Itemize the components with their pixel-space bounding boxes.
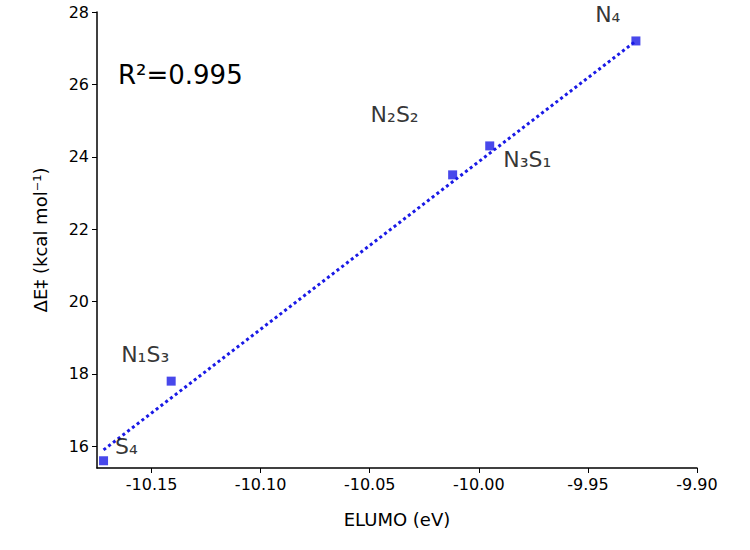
svg-text:R²=0.995: R²=0.995 [118, 60, 243, 90]
svg-text:ΔE‡ (kcal mol⁻¹): ΔE‡ (kcal mol⁻¹) [30, 168, 51, 313]
svg-text:-10.15: -10.15 [126, 475, 178, 494]
svg-text:N₁S₃: N₁S₃ [121, 342, 169, 367]
svg-text:24: 24 [69, 147, 89, 166]
svg-text:26: 26 [69, 75, 89, 94]
svg-text:-9.90: -9.90 [676, 475, 717, 494]
svg-text:N₃S₁: N₃S₁ [503, 147, 551, 172]
svg-text:16: 16 [69, 437, 89, 456]
svg-text:22: 22 [69, 220, 89, 239]
svg-text:18: 18 [69, 364, 89, 383]
svg-text:S₄: S₄ [115, 434, 138, 459]
svg-text:ELUMO (eV): ELUMO (eV) [344, 509, 451, 530]
svg-text:-9.95: -9.95 [567, 475, 608, 494]
svg-text:-10.05: -10.05 [344, 475, 396, 494]
svg-text:28: 28 [69, 3, 89, 22]
svg-text:20: 20 [69, 292, 89, 311]
svg-text:-10.00: -10.00 [453, 475, 505, 494]
svg-text:N₄: N₄ [595, 2, 620, 27]
svg-text:N₂S₂: N₂S₂ [371, 102, 419, 127]
svg-text:-10.10: -10.10 [235, 475, 287, 494]
